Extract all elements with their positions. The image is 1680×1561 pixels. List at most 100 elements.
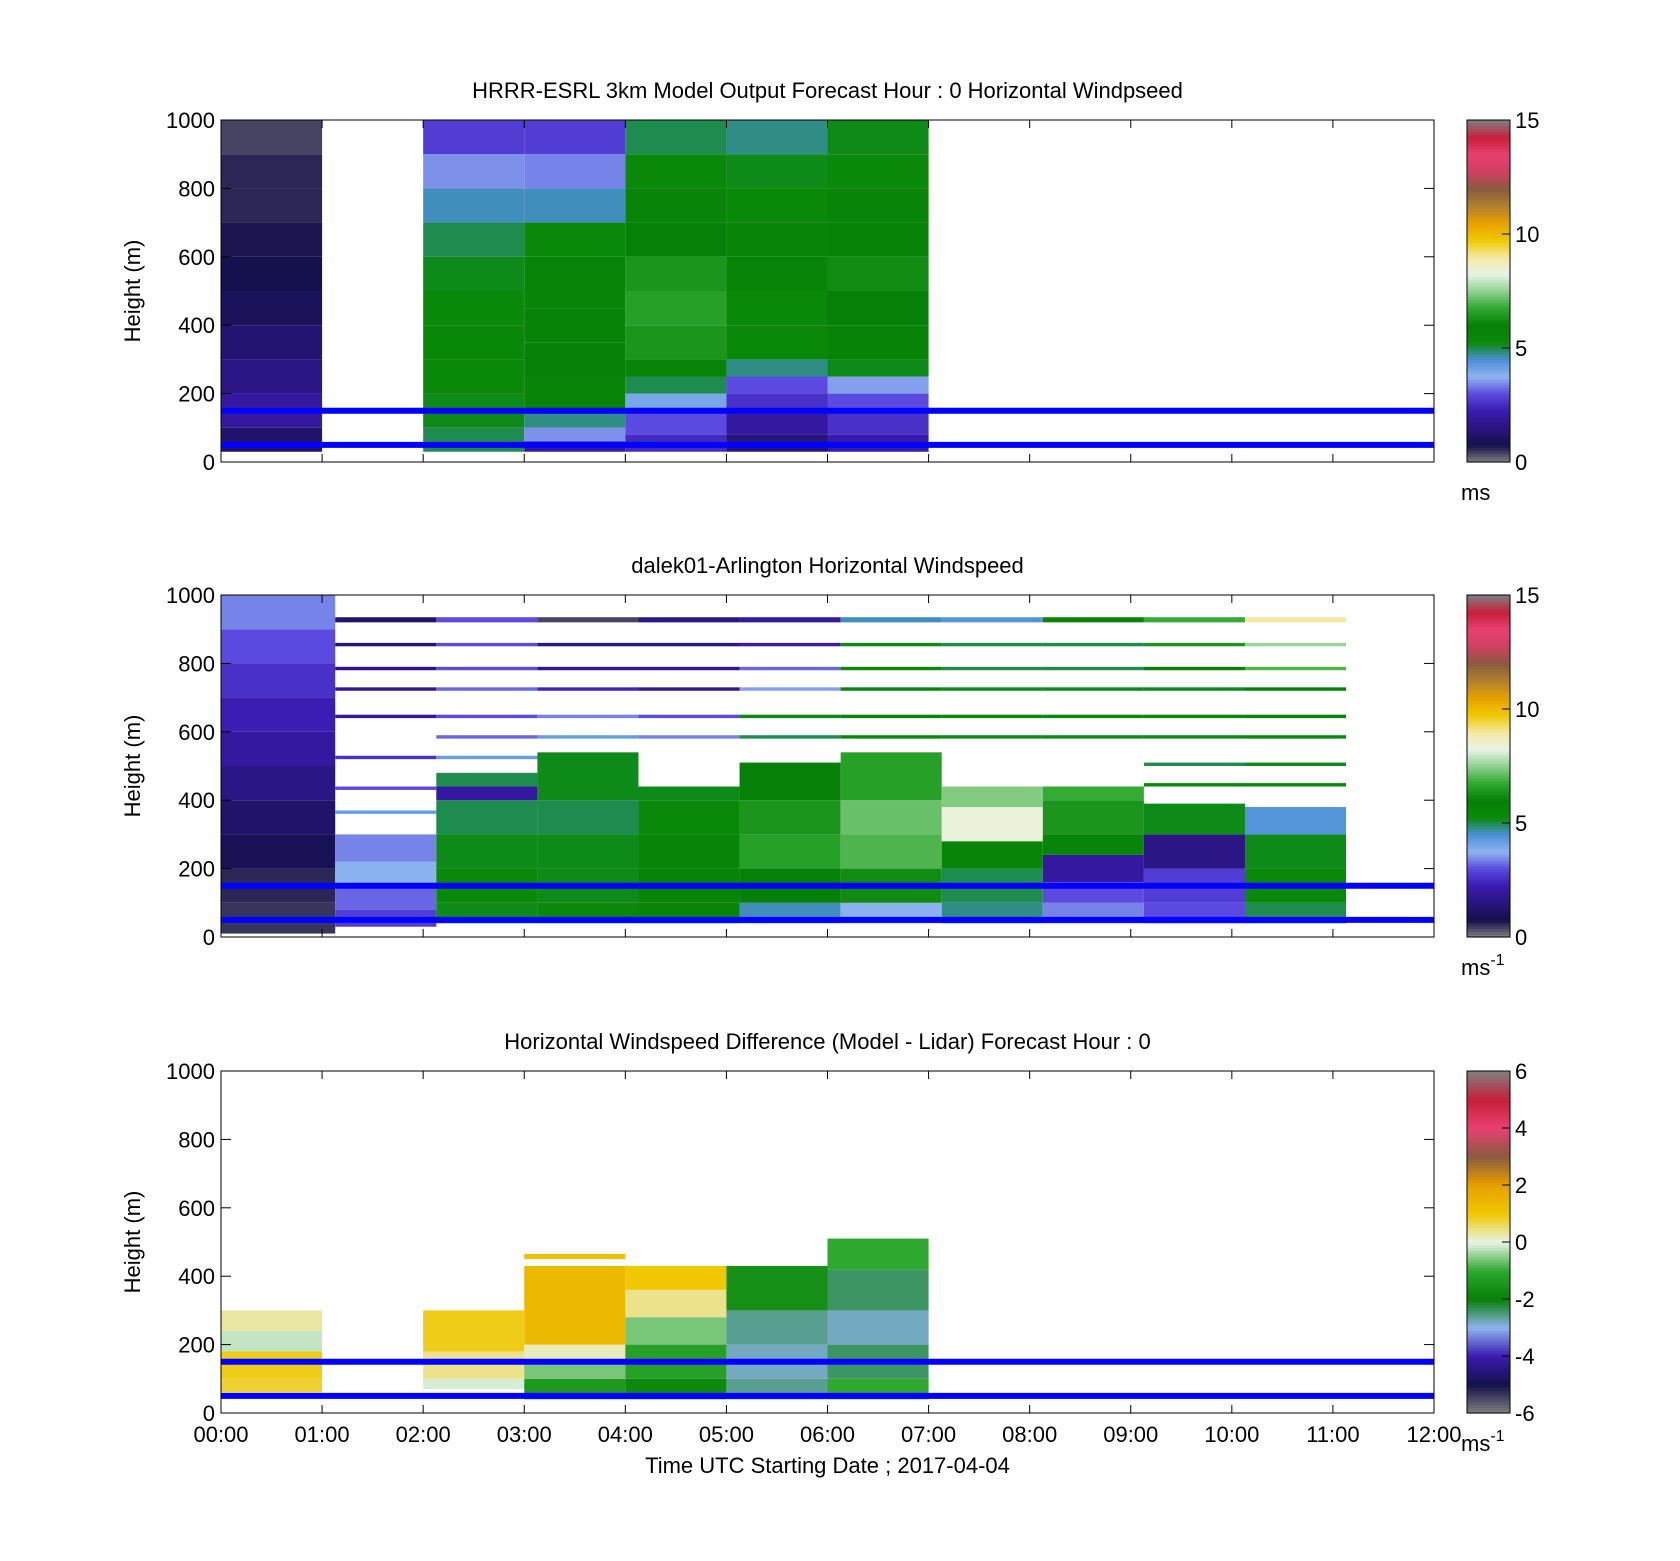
heatmap-cells — [221, 120, 929, 452]
colorbar-segment — [1467, 1125, 1510, 1129]
heatmap-cell — [739, 617, 841, 623]
colorbar-segment — [1467, 162, 1510, 167]
colorbar-segment — [1467, 1310, 1510, 1314]
colorbar-segment — [1467, 757, 1510, 761]
colorbar-segment — [1467, 367, 1510, 372]
colorbar-segment — [1467, 407, 1510, 412]
colorbar-segment — [1467, 390, 1510, 395]
colorbar-segment — [1467, 854, 1510, 858]
colorbar-segment — [1467, 168, 1510, 172]
colorbar-segment — [1467, 803, 1510, 807]
colorbar-segment — [1467, 202, 1510, 207]
colorbar-segment — [1467, 208, 1510, 212]
colorbar-segment — [1467, 1210, 1510, 1215]
colorbar-segment — [1467, 1338, 1510, 1343]
colorbar-segment — [1467, 817, 1510, 821]
colorbar-segment — [1467, 447, 1510, 452]
heatmap-cell — [739, 735, 841, 739]
colorbar-segment — [1467, 194, 1510, 198]
colorbar-segment — [1467, 174, 1510, 178]
colorbar-segment — [1467, 1147, 1510, 1152]
colorbar-segment — [1467, 657, 1510, 662]
colorbar-segment — [1467, 623, 1510, 627]
heatmap-cell — [941, 841, 1043, 869]
colorbar-segment — [1467, 1082, 1510, 1086]
heatmap-cell — [638, 834, 740, 869]
colorbar-segment — [1467, 714, 1510, 719]
colorbar-segment — [1467, 837, 1510, 841]
colorbar-segment — [1467, 780, 1510, 784]
colorbar-segment — [1467, 350, 1510, 355]
colorbar-segment — [1467, 706, 1510, 710]
colorbar-segment — [1467, 794, 1510, 798]
colorbar-segment — [1467, 609, 1510, 613]
colorbar-segment — [1467, 1227, 1510, 1232]
colorbar-segment — [1467, 370, 1510, 375]
heatmap-cell — [335, 666, 437, 671]
heatmap-cell — [537, 687, 639, 691]
colorbar-segment — [1467, 674, 1510, 679]
colorbar-segment — [1467, 931, 1510, 935]
y-tick-label: 600 — [178, 720, 215, 745]
heatmap-cell — [726, 376, 828, 394]
heatmap-cell — [335, 755, 437, 760]
heatmap-cell — [221, 731, 336, 766]
heatmap-cell — [1244, 714, 1347, 719]
colorbar-segment — [1467, 293, 1510, 298]
colorbar-segment — [1467, 771, 1510, 776]
colorbar: -6 -4 -2 0 2 4 6 ms-1 — [1461, 1059, 1535, 1456]
colorbar-segment — [1467, 330, 1510, 335]
heatmap-cell — [625, 325, 727, 360]
colorbar-segment — [1467, 700, 1510, 704]
colorbar-segment — [1467, 711, 1510, 716]
heatmap-cell — [335, 642, 437, 647]
heatmap-cell — [941, 714, 1043, 719]
colorbar-segment — [1467, 416, 1510, 420]
heatmap-cell — [726, 188, 828, 223]
colorbar-unit-label: ms-1 — [1461, 1428, 1505, 1456]
colorbar-segment — [1467, 768, 1510, 773]
colorbar-segment — [1467, 1321, 1510, 1326]
colorbar-segment — [1467, 345, 1510, 349]
colorbar-segment — [1467, 788, 1510, 793]
colorbar-segment — [1467, 1264, 1510, 1269]
heatmap-cell — [537, 714, 639, 719]
colorbar-segment — [1467, 825, 1510, 830]
colorbar-segment — [1467, 914, 1510, 918]
colorbar-tick-label: -2 — [1515, 1287, 1535, 1312]
colorbar-segment — [1467, 1162, 1510, 1166]
colorbar-segment — [1467, 840, 1510, 844]
colorbar-segment — [1467, 1318, 1510, 1323]
heatmap-cell — [1244, 666, 1347, 671]
heatmap-cell — [1042, 854, 1144, 883]
colorbar-segment — [1467, 450, 1510, 455]
colorbar-segment — [1467, 1119, 1510, 1123]
colorbar-segment — [1467, 1373, 1510, 1377]
heatmap-cell — [840, 642, 942, 647]
heatmap-cell — [840, 617, 942, 623]
heatmap-cell — [221, 291, 323, 326]
colorbar-segment — [1467, 444, 1510, 449]
colorbar-segment — [1467, 137, 1510, 141]
colorbar-tick-label: 4 — [1515, 1116, 1527, 1141]
colorbar-segment — [1467, 880, 1510, 884]
colorbar-segment — [1467, 291, 1510, 295]
heatmap-cell — [436, 786, 538, 801]
colorbar-segment — [1467, 603, 1510, 607]
colorbar-segment — [1467, 131, 1510, 135]
heatmap-cell — [335, 687, 437, 691]
colorbar-segment — [1467, 1096, 1510, 1101]
colorbar-segment — [1467, 225, 1510, 229]
colorbar-segment — [1467, 273, 1510, 278]
y-tick-label: 1000 — [166, 583, 215, 608]
colorbar-segment — [1467, 1153, 1510, 1158]
colorbar-segment — [1467, 159, 1510, 164]
colorbar-segment — [1467, 182, 1510, 187]
heatmap-cell — [423, 120, 525, 155]
colorbar-segment — [1467, 228, 1510, 232]
colorbar-segment — [1467, 654, 1510, 659]
heatmap-cell — [524, 1361, 626, 1379]
colorbar-segment — [1467, 600, 1510, 605]
colorbar-segment — [1467, 751, 1510, 756]
colorbar-segment — [1467, 1307, 1510, 1311]
